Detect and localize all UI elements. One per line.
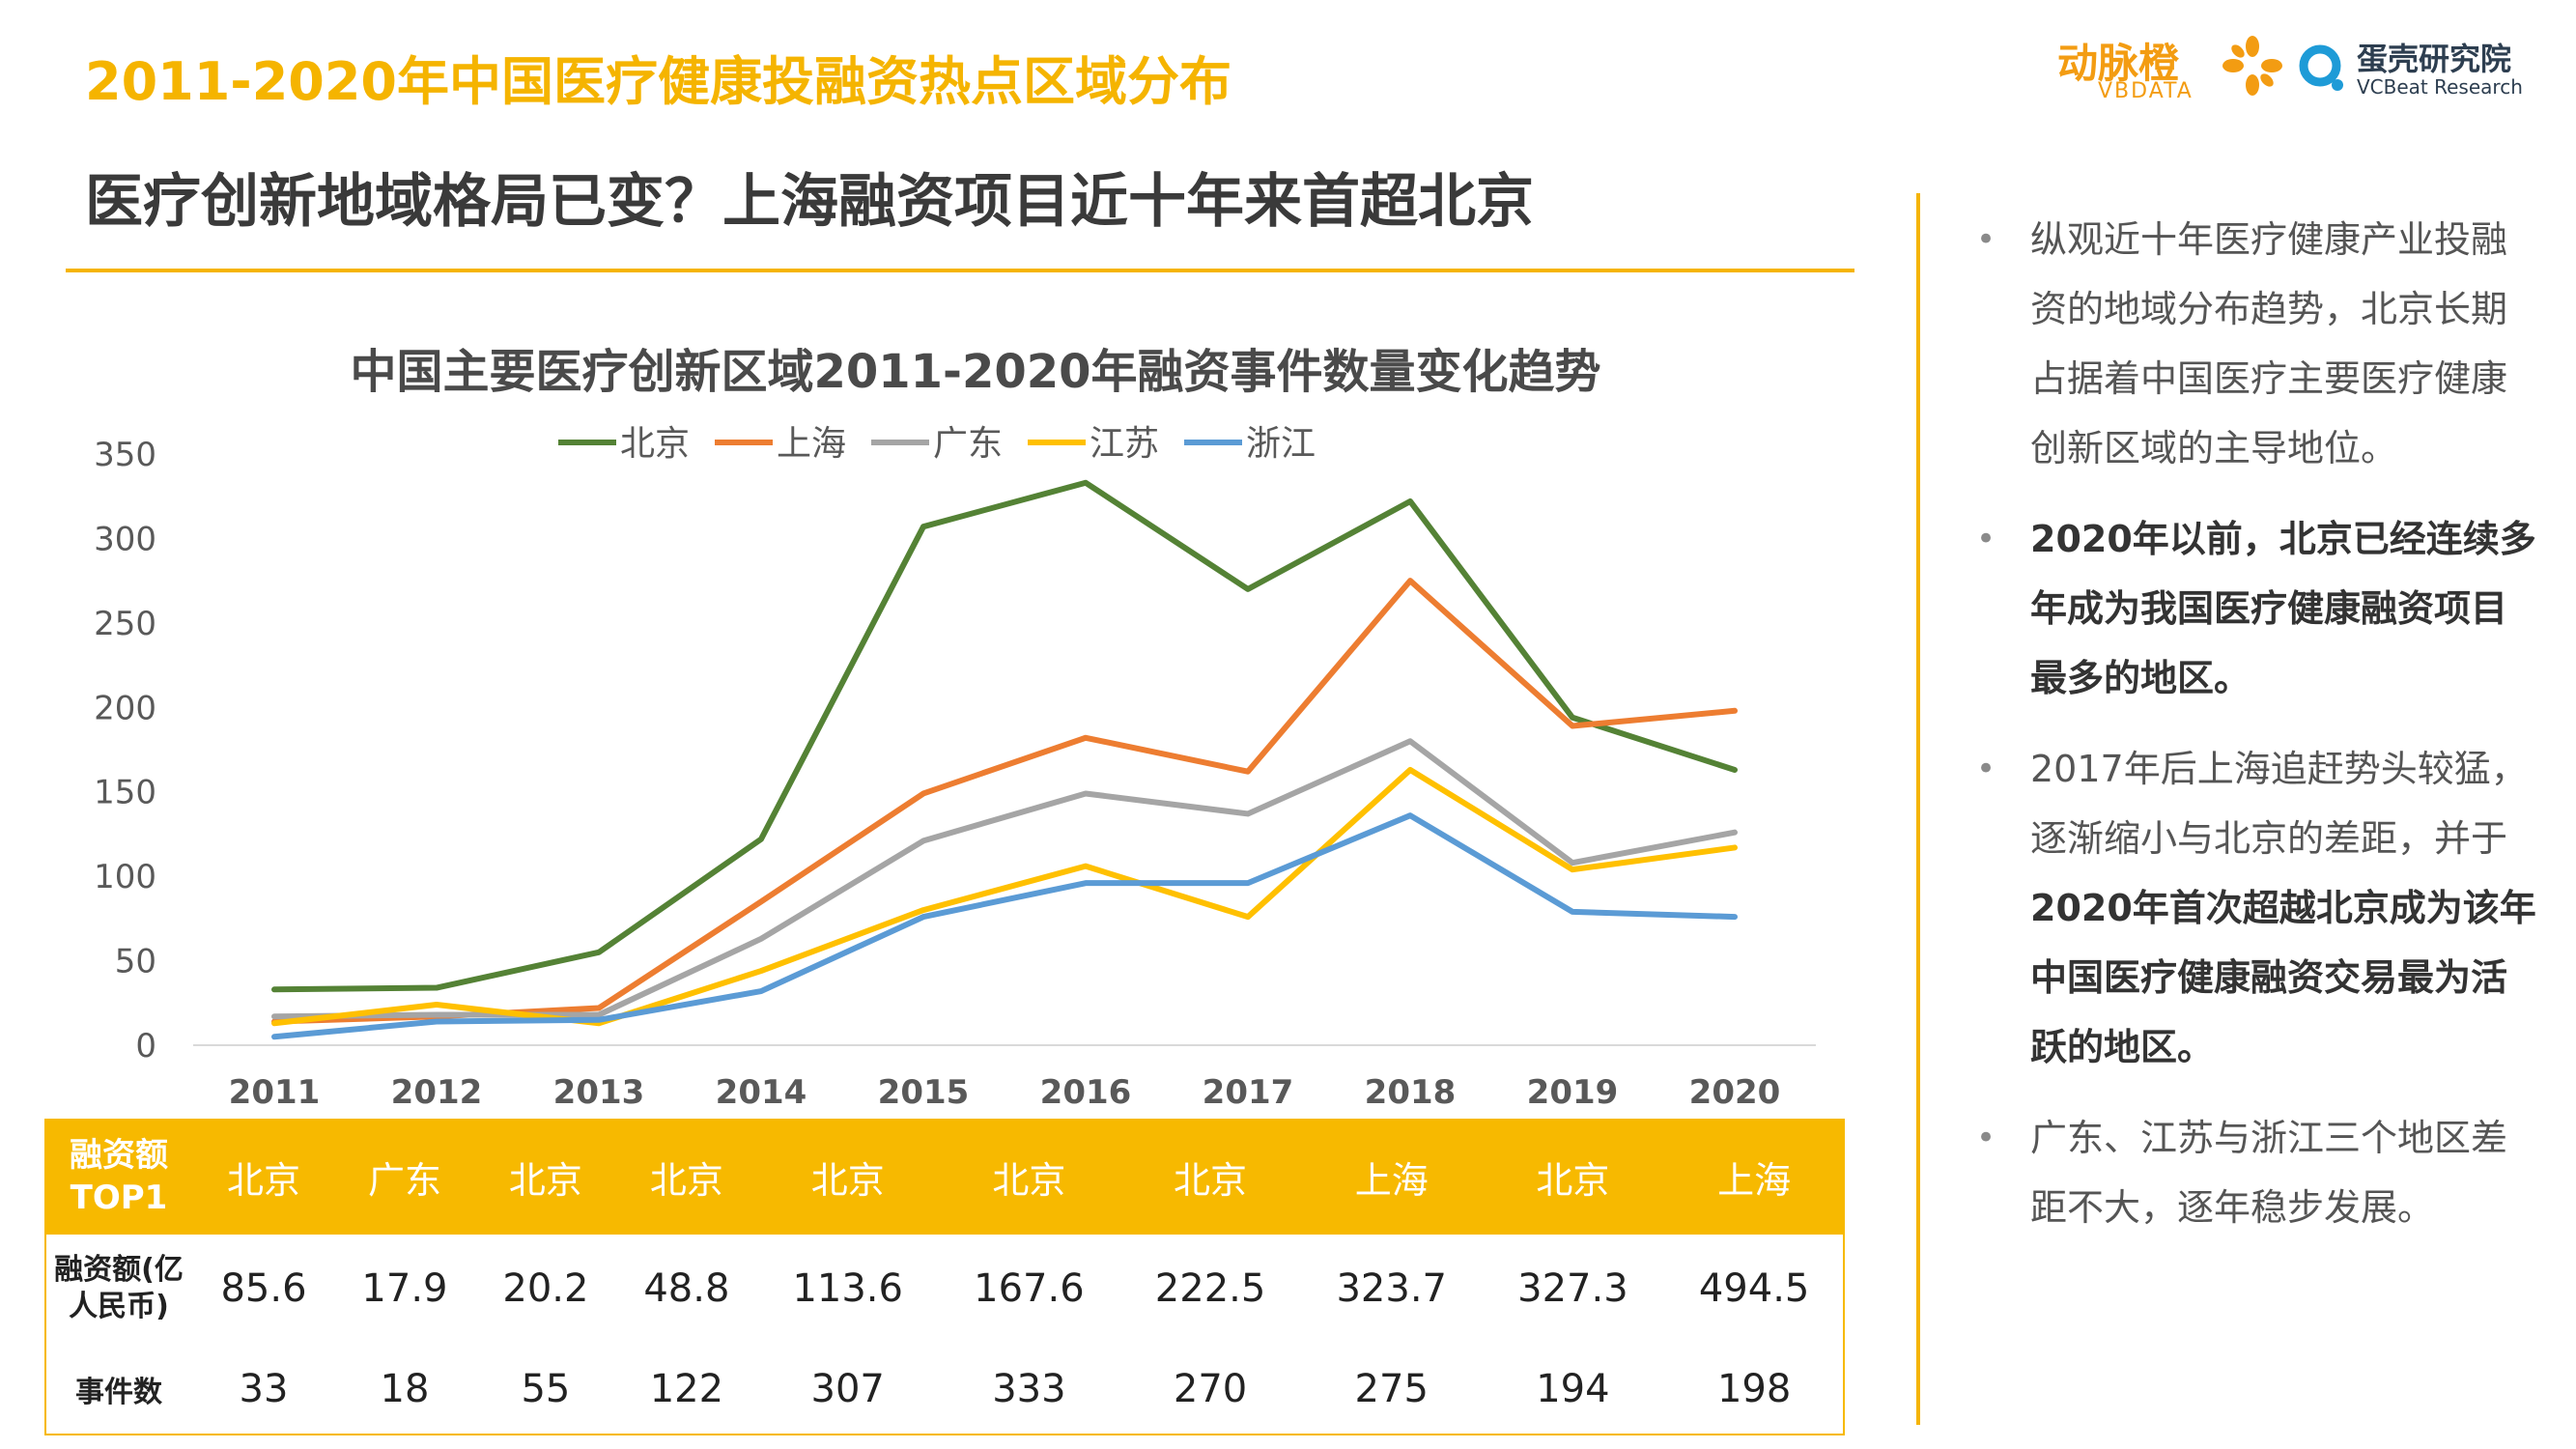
amount-cell: 85.6 bbox=[220, 1266, 307, 1311]
top-region-cell: 上海 bbox=[1663, 1119, 1845, 1235]
x-tick-label: 2012 bbox=[391, 1073, 483, 1112]
amount-cell: 327.3 bbox=[1517, 1266, 1628, 1311]
amount-cell: 20.2 bbox=[502, 1266, 589, 1311]
series-line-北京 bbox=[271, 479, 1738, 993]
top-region-cell: 北京 bbox=[615, 1119, 757, 1235]
top-region-cell: 北京 bbox=[1482, 1119, 1664, 1235]
y-tick-label: 150 bbox=[94, 774, 156, 812]
x-tick-label: 2017 bbox=[1203, 1073, 1294, 1112]
insight-bullet: 广东、江苏与浙江三个地区差距不大，逐年稳步发展。 bbox=[1970, 1103, 2540, 1242]
x-tick-label: 2013 bbox=[553, 1073, 645, 1112]
egg-shell-icon bbox=[2299, 44, 2343, 91]
top-region-cell: 北京 bbox=[938, 1119, 1120, 1235]
y-tick-label: 300 bbox=[94, 520, 156, 558]
y-tick-label: 350 bbox=[94, 436, 156, 474]
title-divider bbox=[66, 269, 1854, 272]
legend-label: 北京 bbox=[620, 424, 690, 464]
x-tick-label: 2015 bbox=[878, 1073, 970, 1112]
insight-bullet: 纵观近十年医疗健康产业投融资的地域分布趋势，北京长期占据着中国医疗主要医疗健康创… bbox=[1970, 205, 2540, 483]
section-divider bbox=[1916, 193, 1920, 1425]
top-region-cell: 北京 bbox=[756, 1119, 939, 1235]
series-line-上海 bbox=[271, 578, 1738, 1025]
insight-bullet: 2020年以前，北京已经连续多年成为我国医疗健康融资项目最多的地区。 bbox=[1970, 504, 2540, 713]
insight-list: 纵观近十年医疗健康产业投融资的地域分布趋势，北京长期占据着中国医疗主要医疗健康创… bbox=[1970, 205, 2540, 1264]
x-tick-label: 2014 bbox=[716, 1073, 807, 1112]
vbdata-logo-subtext: VBDATA bbox=[2098, 79, 2194, 103]
top-region-cell: 广东 bbox=[333, 1119, 475, 1235]
top-region-cell: 北京 bbox=[1119, 1119, 1301, 1235]
amount-cell: 113.6 bbox=[792, 1266, 903, 1311]
amount-cell: 494.5 bbox=[1698, 1266, 1810, 1311]
top-region-cell: 北京 bbox=[193, 1119, 334, 1235]
table-row-top-region: 融资额TOP1 北京 广东 北京 北京 北京 北京 北京 上海 北京 上海 bbox=[44, 1119, 1845, 1235]
table-row-count: 事件数 33 18 55 122 307 333 270 275 194 198 bbox=[44, 1343, 1845, 1435]
x-tick-label: 2020 bbox=[1689, 1073, 1781, 1112]
amount-cell: 323.7 bbox=[1336, 1266, 1447, 1311]
chart-title: 中国主要医疗创新区域2011-2020年融资事件数量变化趋势 bbox=[350, 345, 1601, 399]
insight-text: 纵观近十年医疗健康产业投融资的地域分布趋势，北京长期占据着中国医疗主要医疗健康创… bbox=[2030, 218, 2508, 469]
count-cell: 194 bbox=[1536, 1367, 1610, 1411]
table-row-amount: 融资额(亿人民币) 85.6 17.9 20.2 48.8 113.6 167.6 222.… bbox=[44, 1235, 1845, 1343]
y-tick-label: 50 bbox=[115, 943, 156, 981]
y-tick-label: 200 bbox=[94, 689, 156, 727]
legend-label: 江苏 bbox=[1090, 424, 1159, 464]
legend-label: 广东 bbox=[933, 424, 1003, 464]
y-tick-label: 250 bbox=[94, 605, 156, 643]
vcbeat-logo: 蛋壳研究院 VCBeat Research bbox=[2297, 31, 2538, 108]
count-cell: 275 bbox=[1354, 1367, 1429, 1411]
vbdata-logo-text: 动脉橙 bbox=[2057, 40, 2180, 87]
x-tick-label: 2016 bbox=[1040, 1073, 1132, 1112]
line-chart: 0 50 100 150 200 250 300 350 2011 2012 2013 2014 201… bbox=[94, 424, 1816, 1112]
count-cell: 33 bbox=[239, 1367, 289, 1411]
y-tick-label: 0 bbox=[135, 1027, 156, 1065]
summary-table: 融资额TOP1 北京 广东 北京 北京 北京 北京 北京 上海 北京 上海 融资额(亿人民币) 8… bbox=[44, 1119, 1845, 1435]
x-tick-label: 2019 bbox=[1527, 1073, 1619, 1112]
insight-bullet: 2017年后上海追赶势头较猛，逐渐缩小与北京的差距，并于 2020年首次超越北京成… bbox=[1970, 734, 2540, 1082]
count-cell: 55 bbox=[521, 1367, 571, 1411]
top-title: 2011-2020年中国医疗健康投融资热点区域分布 bbox=[85, 51, 1231, 112]
x-tick-label: 2018 bbox=[1365, 1073, 1457, 1112]
count-cell: 198 bbox=[1716, 1367, 1792, 1411]
table-header-count: 事件数 bbox=[75, 1376, 162, 1409]
vcbeat-logo-subtext: VCBeat Research bbox=[2357, 75, 2523, 99]
count-cell: 270 bbox=[1173, 1367, 1248, 1411]
orange-burst-icon bbox=[2222, 36, 2282, 96]
amount-cell: 17.9 bbox=[361, 1266, 448, 1311]
count-cell: 333 bbox=[992, 1367, 1066, 1411]
insight-text-bold: 2020年首次超越北京成为该年中国医疗健康融资交易最为活跃的地区。 bbox=[2030, 887, 2536, 1068]
insight-text: 广东、江苏与浙江三个地区差距不大，逐年稳步发展。 bbox=[2030, 1117, 2508, 1229]
insight-text-bold: 2020年以前，北京已经连续多年成为我国医疗健康融资项目最多的地区。 bbox=[2030, 518, 2536, 699]
table-header-top-region: 融资额TOP1 bbox=[44, 1119, 193, 1235]
page-subtitle: 医疗创新地域格局已变？上海融资项目近十年来首超北京 bbox=[85, 168, 1534, 236]
x-tick-label: 2011 bbox=[229, 1073, 321, 1112]
y-tick-label: 100 bbox=[94, 858, 156, 896]
insight-text: 2017年后上海追赶势头较猛，逐渐缩小与北京的差距，并于 bbox=[2030, 748, 2528, 860]
amount-cell: 48.8 bbox=[643, 1266, 730, 1311]
vcbeat-logo-text: 蛋壳研究院 bbox=[2357, 41, 2512, 77]
series-line-浙江 bbox=[271, 812, 1738, 1040]
top-region-cell: 北京 bbox=[474, 1119, 616, 1235]
series-line-江苏 bbox=[271, 766, 1738, 1027]
legend-label: 上海 bbox=[777, 424, 846, 464]
amount-cell: 167.6 bbox=[974, 1266, 1085, 1311]
vbdata-logo: 动脉橙 VBDATA bbox=[2057, 31, 2282, 108]
count-cell: 307 bbox=[810, 1367, 885, 1411]
table-header-amount: 融资额(亿人民币) bbox=[54, 1253, 184, 1323]
legend-label: 浙江 bbox=[1246, 424, 1316, 464]
amount-cell: 222.5 bbox=[1154, 1266, 1266, 1311]
count-cell: 122 bbox=[649, 1367, 724, 1411]
count-cell: 18 bbox=[380, 1367, 430, 1411]
top-region-cell: 上海 bbox=[1300, 1119, 1483, 1235]
